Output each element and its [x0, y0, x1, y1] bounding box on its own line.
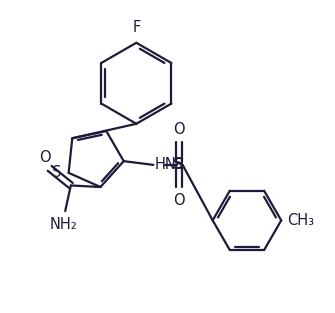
Text: HN: HN: [155, 157, 177, 172]
Text: O: O: [173, 193, 185, 208]
Text: S: S: [173, 157, 185, 172]
Text: NH₂: NH₂: [50, 217, 77, 232]
Text: CH₃: CH₃: [287, 213, 314, 228]
Text: S: S: [52, 165, 62, 180]
Text: O: O: [173, 122, 185, 137]
Text: O: O: [39, 150, 51, 165]
Text: F: F: [132, 20, 140, 35]
